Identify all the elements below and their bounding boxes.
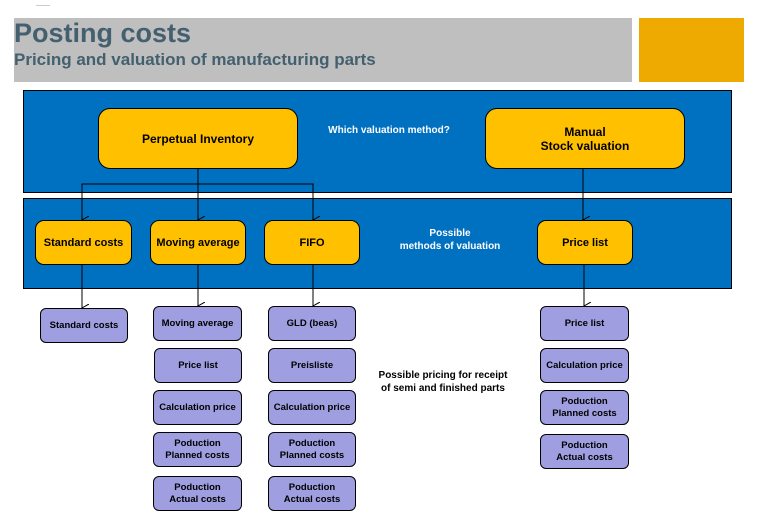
manual-stock-valuation-box: Manual Stock valuation [485, 108, 685, 169]
pricing-box: Poduction Planned costs [268, 432, 356, 467]
pricing-box: Poduction Actual costs [540, 434, 629, 469]
method-fifo: FIFO [264, 220, 360, 265]
page-subtitle: Pricing and valuation of manufacturing p… [14, 50, 376, 69]
pricing-box: Price list [540, 306, 629, 341]
pricing-box: Poduction Actual costs [153, 476, 242, 511]
pricing-box: Price list [154, 348, 242, 383]
pricing-box: Standard costs [40, 308, 128, 343]
pricing-box: GLD (beas) [268, 306, 356, 341]
box-label: FIFO [299, 236, 325, 249]
pricing-box: Poduction Planned costs [153, 432, 242, 467]
top-line [36, 5, 50, 6]
method-standard-costs: Standard costs [35, 220, 132, 265]
accent-block [639, 18, 744, 82]
header-bar [14, 18, 632, 82]
box-label: Price list [562, 236, 608, 249]
pricing-box: Poduction Planned costs [540, 390, 629, 425]
box-label: Perpetual Inventory [141, 131, 255, 146]
pricing-box: Preisliste [268, 348, 356, 383]
method-moving-average: Moving average [150, 220, 246, 265]
box-label: Moving average [156, 236, 240, 249]
box-label: Manual Stock valuation [540, 124, 630, 153]
pricing-box: Calculation price [153, 390, 242, 425]
pricing-box: Calculation price [540, 348, 629, 383]
perpetual-inventory-box: Perpetual Inventory [98, 108, 298, 169]
pricing-box: Calculation price [268, 390, 356, 425]
box-label: Standard costs [43, 236, 124, 249]
pricing-box: Moving average [153, 306, 242, 341]
valuation-question: Which valuation method? [328, 125, 450, 136]
pricing-box: Poduction Actual costs [268, 476, 356, 511]
method-price-list: Price list [537, 220, 633, 265]
methods-label: Possible methods of valuation [399, 228, 501, 252]
page-title: Posting costs [14, 18, 192, 48]
pricing-label: Possible pricing for receipt of semi and… [378, 370, 508, 394]
